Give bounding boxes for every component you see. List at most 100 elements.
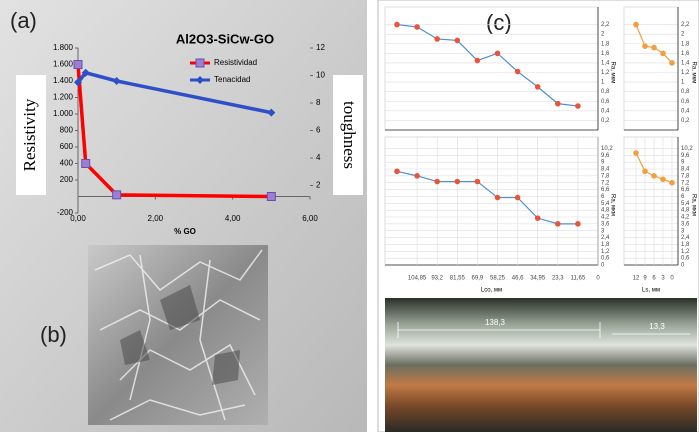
y2-tick-label: 12	[316, 43, 325, 52]
y-tick-label: 0,4	[681, 108, 690, 114]
y-tick-label: 0,8	[681, 89, 690, 95]
y-tick-label: 8,4	[601, 167, 610, 173]
y-tick-label: 8,4	[681, 167, 690, 173]
y-tick-label: 600	[60, 142, 74, 151]
y-tick-label: 5,4	[601, 201, 610, 207]
y-tick-label: 1,8	[601, 41, 610, 47]
x-tick-label: 11,65	[571, 276, 586, 282]
y2-tick-label: 6	[316, 126, 321, 135]
y-tick-label: 6,6	[601, 187, 610, 193]
y-tick-label: 7,2	[681, 180, 690, 186]
y-tick-label: 1,6	[681, 51, 690, 57]
x-axis-label: Lco, мм	[481, 288, 502, 294]
y-tick-label: 2,2	[681, 22, 690, 28]
y-tick-label: 7,8	[601, 173, 610, 179]
page: 138,3 13,3 (a) (b) (c) -2002004006008001…	[0, 0, 699, 432]
y-tick-label: 1,4	[681, 60, 690, 66]
y-tick-label: 0,4	[601, 108, 610, 114]
y-tick-label: 7,2	[601, 180, 610, 186]
y-tick-label: 0,6	[681, 256, 690, 262]
x-tick-label: 0,00	[70, 214, 86, 223]
y-axis-label: Ra, мкм	[690, 62, 696, 84]
y-tick-label: 1,2	[681, 249, 690, 255]
y-tick-label: 1,4	[601, 60, 610, 66]
marker	[642, 43, 648, 49]
y2-tick-label: 10	[316, 71, 325, 80]
marker	[669, 180, 675, 186]
x-tick-label: 93,2	[431, 276, 443, 282]
y-tick-label: 800	[60, 126, 74, 135]
y-axis-label: Ra, мкм	[690, 194, 696, 216]
y2-tick-label: 2	[316, 181, 321, 190]
y-tick-label: 10,2	[681, 146, 693, 152]
marker	[633, 150, 639, 156]
marker	[651, 173, 657, 179]
x-tick-label: 12	[633, 276, 640, 282]
marker	[394, 22, 400, 28]
y-tick-label: 1,8	[601, 242, 610, 248]
marker	[113, 191, 121, 199]
panel-label: (c)	[486, 10, 512, 35]
y-tick-label: 0,8	[601, 89, 610, 95]
y-tick-label: 1,2	[601, 70, 610, 76]
x-tick-label: 58,25	[490, 276, 506, 282]
y-tick-label: 9,6	[681, 153, 690, 159]
y-tick-label: 0,6	[601, 256, 610, 262]
y-tick-label: 3,6	[681, 221, 690, 227]
marker	[82, 160, 90, 168]
x-tick-label: 46,6	[512, 276, 524, 282]
marker	[660, 176, 666, 182]
marker	[455, 38, 461, 44]
y-tick-label: 1.200	[53, 93, 74, 102]
photo	[385, 298, 697, 432]
sem-image	[88, 245, 268, 425]
marker	[660, 51, 666, 57]
x-tick-label: 23,3	[552, 276, 564, 282]
y-tick-label: 1.800	[53, 43, 74, 52]
marker	[267, 193, 275, 201]
y-tick-label: 0,2	[681, 118, 690, 124]
y2-axis-label: toughness	[340, 101, 359, 169]
marker	[455, 179, 461, 185]
marker	[414, 24, 420, 30]
x-tick-label: 81,55	[450, 276, 466, 282]
x-tick-label: 69,9	[472, 276, 484, 282]
legend-marker	[196, 59, 204, 67]
x-tick-label: 6,00	[302, 214, 318, 223]
marker	[495, 195, 501, 201]
y-tick-label: 1,8	[681, 242, 690, 248]
marker	[515, 195, 521, 201]
x-tick-label: 2,00	[148, 214, 164, 223]
figure: 138,3 13,3 (a) (b) (c) -2002004006008001…	[0, 0, 699, 432]
y-tick-label: 1.400	[53, 76, 74, 85]
marker	[633, 22, 639, 28]
marker	[475, 58, 481, 64]
y-axis-label: Ra, мкм	[609, 194, 615, 216]
photo-annotation: 138,3	[485, 318, 506, 327]
y-tick-label: 0,2	[601, 118, 610, 124]
marker	[515, 69, 521, 75]
chart-title: Al2O3-SiCw-GO	[176, 31, 274, 46]
y-axis-label: Resistivity	[20, 98, 39, 171]
y-tick-label: 1.600	[53, 60, 74, 69]
marker	[555, 101, 561, 107]
y-tick-label: 4,8	[601, 208, 610, 214]
marker	[575, 103, 581, 109]
y2-tick-label: 8	[316, 98, 321, 107]
y-tick-label: 1,8	[681, 41, 690, 47]
photo-annotation: 13,3	[649, 322, 665, 331]
y-tick-label: 6,6	[681, 187, 690, 193]
marker	[555, 221, 561, 227]
y-tick-label: 2,2	[601, 22, 610, 28]
y-tick-label: 400	[60, 159, 74, 168]
y-axis-label: Ra, мкм	[609, 62, 615, 84]
marker	[651, 45, 657, 51]
marker	[535, 84, 541, 90]
y-tick-label: 1,6	[601, 51, 610, 57]
y-tick-label: 2,4	[681, 235, 690, 241]
y-tick-label: 0,6	[681, 99, 690, 105]
x-tick-label: 104,85	[408, 276, 427, 282]
x-axis-label: Ls, мм	[642, 288, 660, 294]
y-tick-label: 5,4	[681, 201, 690, 207]
marker	[575, 221, 581, 227]
